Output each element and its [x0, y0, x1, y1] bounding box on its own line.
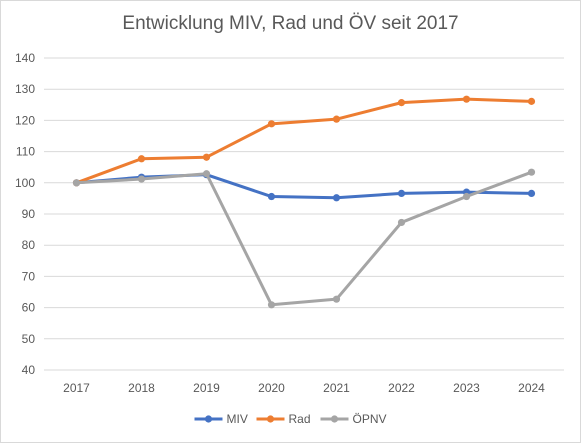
x-tick-label: 2021: [323, 381, 350, 395]
series-ÖPNV: [72, 168, 536, 309]
x-tick-label: 2024: [518, 381, 545, 395]
legend-label: ÖPNV: [353, 412, 387, 426]
x-tick-label: 2017: [63, 381, 90, 395]
data-point: [527, 97, 536, 105]
series-lines: [72, 95, 536, 309]
series-line: [75, 97, 533, 185]
data-point: [137, 155, 146, 163]
data-point: [397, 218, 406, 227]
series-line: [75, 170, 533, 307]
x-tick-label: 2018: [128, 381, 155, 395]
y-tick-label: 80: [22, 238, 36, 252]
chart-title: Entwicklung MIV, Rad und ÖV seit 2017: [122, 13, 459, 34]
y-tick-label: 50: [22, 332, 36, 346]
data-point: [462, 192, 471, 201]
data-point: [137, 175, 146, 183]
x-tick-label: 2020: [258, 381, 285, 395]
data-point: [332, 194, 341, 202]
y-tick-label: 140: [15, 51, 35, 65]
y-tick-label: 120: [15, 113, 35, 127]
legend-marker: [266, 415, 275, 423]
y-axis-ticks: 40 50 60 70 80 90 100 110 120 130 140: [15, 51, 35, 377]
y-tick-label: 60: [22, 301, 36, 315]
gridlines: [44, 57, 564, 371]
x-tick-label: 2022: [388, 381, 415, 395]
data-point: [332, 115, 341, 123]
y-tick-label: 100: [15, 176, 35, 190]
data-point: [397, 189, 406, 198]
data-point: [267, 192, 276, 201]
legend-item: Rad: [256, 412, 311, 426]
y-tick-label: 40: [22, 363, 36, 377]
data-point: [202, 153, 211, 161]
legend-item: MIV: [194, 412, 248, 426]
legend-label: Rad: [289, 412, 311, 426]
x-tick-label: 2023: [453, 381, 480, 395]
y-tick-label: 110: [16, 145, 35, 159]
data-point: [72, 179, 81, 187]
legend: MIV Rad ÖPNV: [194, 412, 387, 426]
data-point: [202, 170, 211, 178]
legend-label: MIV: [227, 412, 248, 426]
series-Rad: [72, 95, 536, 187]
x-axis-ticks: 2017 2018 2019 2020 2021 2022 2023 2024: [63, 381, 545, 395]
data-point: [397, 99, 406, 107]
data-point: [267, 120, 276, 128]
legend-marker: [330, 415, 339, 423]
legend-marker: [204, 415, 213, 423]
y-tick-label: 90: [22, 207, 36, 221]
data-point: [462, 95, 471, 103]
y-tick-label: 70: [22, 269, 36, 283]
legend-item: ÖPNV: [320, 412, 387, 426]
data-point: [527, 168, 536, 176]
y-tick-label: 130: [15, 82, 35, 96]
data-point: [267, 301, 276, 309]
data-point: [527, 189, 536, 198]
data-point: [332, 295, 341, 303]
x-tick-label: 2019: [193, 381, 220, 395]
